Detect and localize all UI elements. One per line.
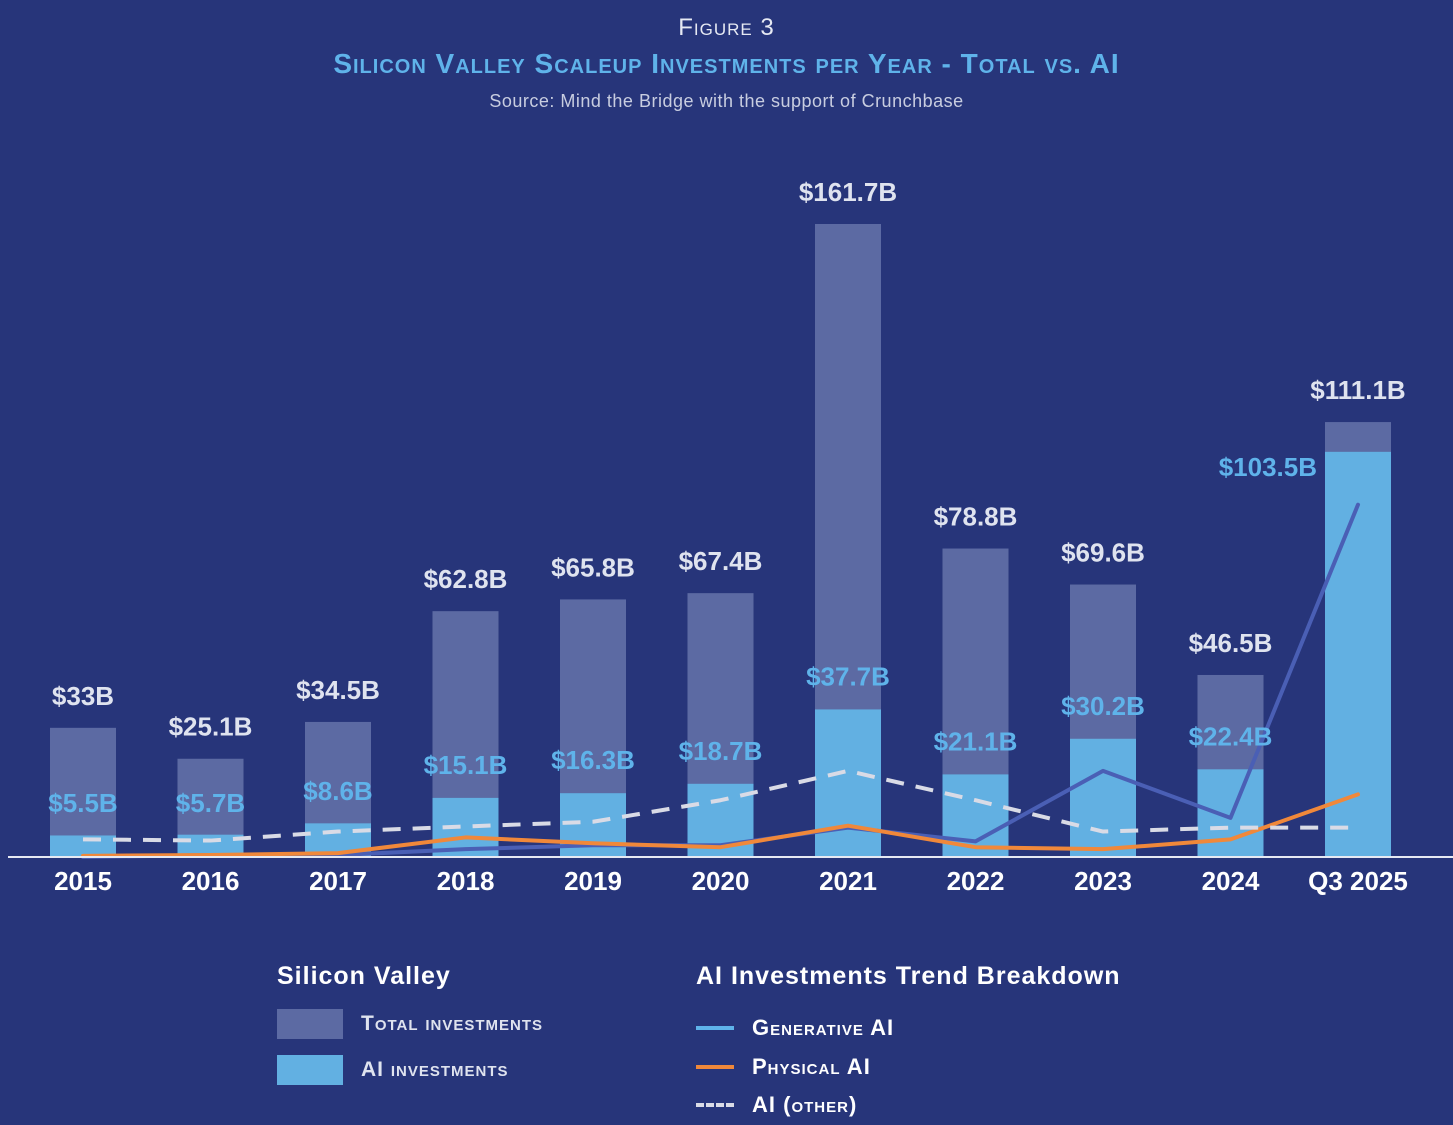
figure-label: Figure 3 bbox=[678, 14, 775, 41]
ai-other-line bbox=[82, 768, 1358, 843]
category-label: 2022 bbox=[947, 866, 1005, 896]
ai-value-label: $5.7B bbox=[176, 788, 245, 818]
category-label: 2016 bbox=[182, 866, 240, 896]
ai-value-label: $8.6B bbox=[303, 776, 372, 806]
category-label: 2018 bbox=[437, 866, 495, 896]
legend-physical: Physical AI bbox=[696, 1054, 871, 1080]
total-value-label: $65.8B bbox=[551, 552, 635, 582]
total-value-label: $69.6B bbox=[1061, 538, 1145, 568]
ai-value-label: $21.1B bbox=[934, 726, 1018, 756]
total-value-label: $78.8B bbox=[934, 502, 1018, 532]
total-value-label: $34.5B bbox=[296, 675, 380, 705]
total-value-label: $33B bbox=[52, 681, 114, 711]
category-labels-group: 2015 2016 2017 2018 2019 2020 2021 2022 2023 2024… bbox=[54, 866, 1408, 896]
total-value-label: $46.5B bbox=[1189, 628, 1273, 658]
trend-lines-group bbox=[81, 502, 1360, 859]
chart-source: Source: Mind the Bridge with the support… bbox=[489, 91, 964, 111]
category-label: 2017 bbox=[309, 866, 367, 896]
ai-value-label: $16.3B bbox=[551, 745, 635, 775]
category-label: Q3 2025 bbox=[1308, 866, 1408, 896]
category-label: 2015 bbox=[54, 866, 112, 896]
legend-left-title: Silicon Valley bbox=[277, 962, 451, 990]
legend-other: AI (other) bbox=[696, 1092, 857, 1118]
total-value-label: $25.1B bbox=[169, 712, 253, 742]
other-swatch bbox=[696, 1103, 734, 1107]
ai-value-label: $15.1B bbox=[424, 750, 508, 780]
legend-ai: AI investments bbox=[277, 1055, 509, 1085]
generative-swatch bbox=[696, 1026, 734, 1030]
physical-ai-line bbox=[81, 792, 1360, 858]
legend-total-label: Total investments bbox=[361, 1012, 544, 1035]
ai-bar bbox=[177, 834, 244, 857]
total-swatch bbox=[277, 1009, 343, 1039]
total-value-label: $62.8B bbox=[424, 564, 508, 594]
bar-line-chart: $33B $25.1B $34.5B $62.8B $65.8B $67.4B $161.7… bbox=[8, 177, 1453, 896]
ai-value-label: $5.5B bbox=[48, 788, 117, 818]
ai-bar bbox=[815, 709, 881, 857]
total-value-label: $67.4B bbox=[679, 546, 763, 576]
ai-value-label: $30.2B bbox=[1061, 691, 1145, 721]
ai-bar bbox=[1325, 451, 1391, 857]
category-label: 2020 bbox=[692, 866, 750, 896]
ai-swatch bbox=[277, 1055, 343, 1085]
ai-labels-group: $5.5B $5.7B $8.6B $15.1B $16.3B $18.7B $37.7B $… bbox=[48, 452, 1317, 818]
ai-bar bbox=[1070, 738, 1136, 857]
legend-ai-label: AI investments bbox=[361, 1058, 509, 1081]
physical-swatch bbox=[696, 1065, 734, 1069]
ai-value-label: $22.4B bbox=[1189, 721, 1273, 751]
ai-value-label: $103.5B bbox=[1219, 452, 1317, 482]
category-label: 2019 bbox=[564, 866, 622, 896]
category-label: 2024 bbox=[1202, 866, 1260, 896]
legend-other-label: AI (other) bbox=[752, 1092, 858, 1117]
legend-generative-label: Generative AI bbox=[752, 1015, 895, 1040]
category-label: 2023 bbox=[1074, 866, 1132, 896]
ai-value-label: $18.7B bbox=[679, 736, 763, 766]
legend-physical-label: Physical AI bbox=[752, 1054, 871, 1079]
total-value-label: $111.1B bbox=[1310, 375, 1405, 405]
chart-title: Silicon Valley Scaleup Investments per Y… bbox=[333, 48, 1120, 79]
category-label: 2021 bbox=[819, 866, 877, 896]
legend-generative: Generative AI bbox=[696, 1015, 894, 1041]
legend-right-title: AI Investments Trend Breakdown bbox=[696, 962, 1121, 990]
ai-value-label: $37.7B bbox=[806, 661, 890, 691]
total-value-label: $161.7B bbox=[799, 177, 897, 207]
total-labels-group: $33B $25.1B $34.5B $62.8B $65.8B $67.4B $161.7… bbox=[52, 177, 1406, 742]
legend-total: Total investments bbox=[277, 1009, 543, 1039]
